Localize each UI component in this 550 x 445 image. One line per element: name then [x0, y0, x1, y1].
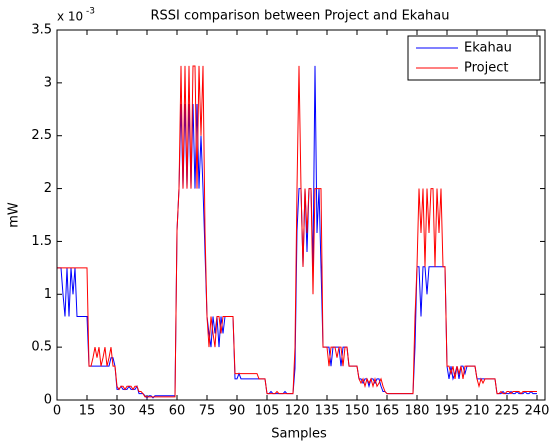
y-axis-label: mW [7, 202, 22, 228]
x-tick-label: 240 [525, 404, 550, 419]
series-line [57, 65, 537, 398]
x-tick-label: 30 [109, 404, 126, 419]
x-tick-label: 75 [199, 404, 216, 419]
y-scale-exponent: -3 [86, 7, 95, 17]
legend-label: Ekahau [464, 41, 512, 56]
x-tick-label: 135 [315, 404, 340, 419]
y-tick-label: 2 [44, 181, 52, 196]
x-tick-label: 225 [495, 404, 520, 419]
legend-box [407, 35, 541, 81]
x-tick-label: 150 [345, 404, 370, 419]
y-tick-label: 0 [44, 393, 52, 408]
x-tick-label: 105 [255, 404, 280, 419]
legend-label: Project [464, 61, 508, 76]
plot-frame [56, 29, 546, 401]
y-tick-label: 3.5 [31, 23, 52, 38]
chart-title: RSSI comparison between Project and Ekah… [150, 9, 449, 24]
y-tick-label: 2.5 [31, 128, 52, 143]
x-tick-label: 15 [79, 404, 96, 419]
x-axis-label: Samples [271, 427, 327, 442]
x-tick-label: 60 [169, 404, 186, 419]
x-tick-label: 90 [229, 404, 246, 419]
x-tick-label: 45 [139, 404, 156, 419]
x-tick-label: 165 [375, 404, 400, 419]
y-tick-label: 3 [44, 75, 52, 90]
x-tick-label: 180 [405, 404, 430, 419]
x-tick-label: 0 [53, 404, 61, 419]
y-tick-label: 1 [44, 287, 52, 302]
y-tick-label: 0.5 [31, 340, 52, 355]
x-tick-label: 195 [435, 404, 460, 419]
y-scale-base: x 10 [57, 10, 83, 24]
x-tick-label: 210 [465, 404, 490, 419]
y-tick-label: 1.5 [31, 234, 52, 249]
x-tick-label: 120 [285, 404, 310, 419]
